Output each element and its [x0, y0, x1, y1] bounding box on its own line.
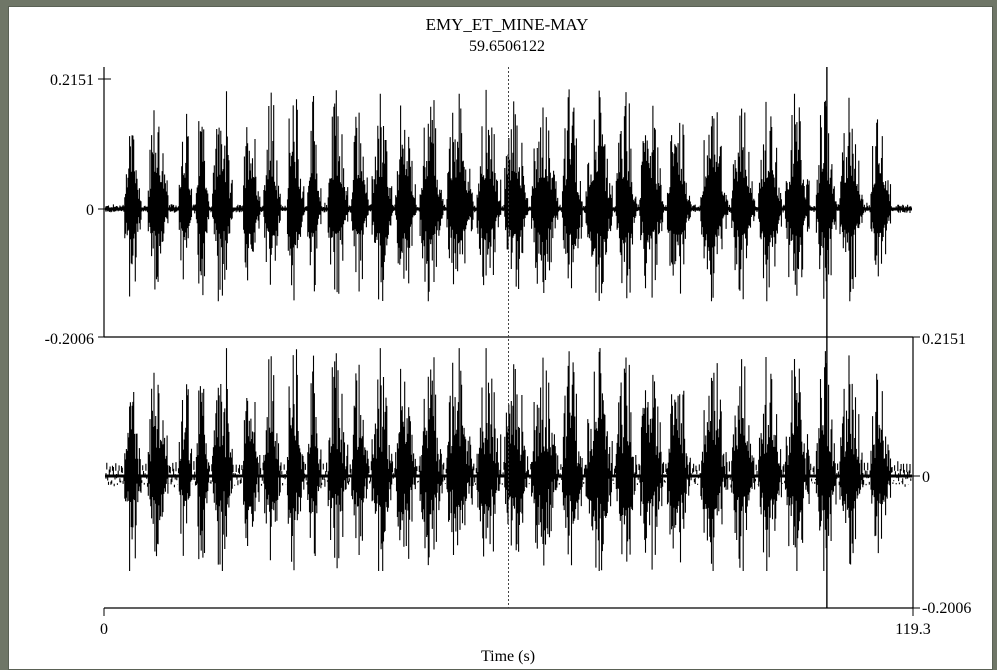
x-axis-title: Time (s) — [481, 648, 535, 665]
ch1-yzero-label: 0 — [86, 202, 94, 219]
ch2-yzero-label: 0 — [922, 469, 930, 486]
ch1-ymax-label: 0.2151 — [50, 72, 94, 89]
x-end-label: 119.3 — [895, 621, 930, 638]
sound-editor-window: EMY_ET_MINE-MAY 59.6506122 0.2151 0 -0.2… — [8, 6, 993, 670]
ch2-ymax-label: 0.2151 — [922, 331, 966, 348]
sound-title: EMY_ET_MINE-MAY — [426, 15, 589, 34]
channel-2-waveform — [105, 348, 912, 571]
x-start-label: 0 — [100, 621, 108, 638]
ch1-ymin-label: -0.2006 — [45, 331, 94, 348]
waveform-plot[interactable]: EMY_ET_MINE-MAY 59.6506122 0.2151 0 -0.2… — [8, 6, 993, 670]
cursor-time-readout: 59.6506122 — [469, 38, 545, 55]
ch2-ymin-label: -0.2006 — [922, 600, 971, 617]
